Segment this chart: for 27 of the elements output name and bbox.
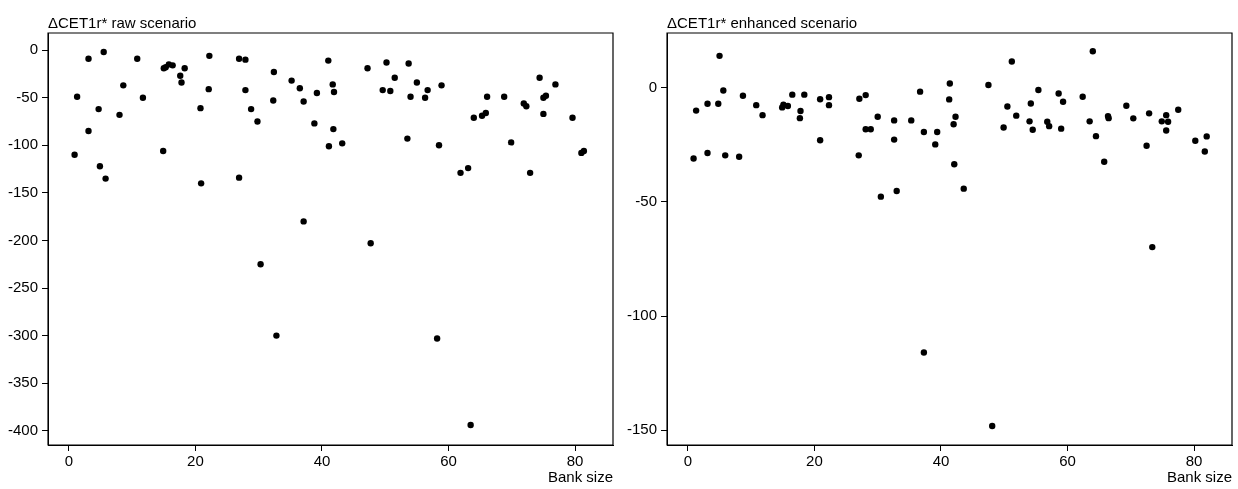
x-tick-label: 80	[1185, 452, 1203, 470]
y-tick-label: -400	[7, 420, 39, 438]
y-tick-label: -150	[626, 420, 658, 438]
y-tick-label: -50	[16, 87, 39, 105]
x-axis-title: Bank size	[1166, 468, 1232, 486]
y-tick-label: -350	[7, 373, 39, 391]
y-tick-label: -50	[635, 192, 658, 210]
y-tick-label: -300	[7, 325, 39, 343]
x-tick-label: 40	[932, 452, 950, 470]
x-tick-label: 60	[440, 452, 457, 470]
x-tick-label: 20	[187, 452, 204, 470]
y-tick-label: -100	[7, 135, 39, 153]
x-tick-label: 80	[566, 452, 584, 470]
y-tick-label: -250	[7, 278, 39, 296]
x-axis-title: Bank size	[547, 468, 613, 486]
x-tick-label: 60	[1059, 452, 1076, 470]
y-tick-label: -200	[7, 230, 39, 248]
x-tick-label: 0	[64, 452, 74, 470]
y-tick-label: -150	[7, 182, 39, 200]
chart-title: ΔCET1r* enhanced scenario	[667, 13, 858, 31]
chart-title: ΔCET1r* raw scenario	[48, 13, 197, 31]
y-tick-label: 0	[29, 40, 39, 58]
y-tick-label: 0	[648, 77, 658, 95]
x-tick-label: 0	[683, 452, 693, 470]
x-tick-label: 40	[313, 452, 331, 470]
y-tick-label: -100	[626, 306, 658, 324]
x-tick-label: 20	[806, 452, 823, 470]
